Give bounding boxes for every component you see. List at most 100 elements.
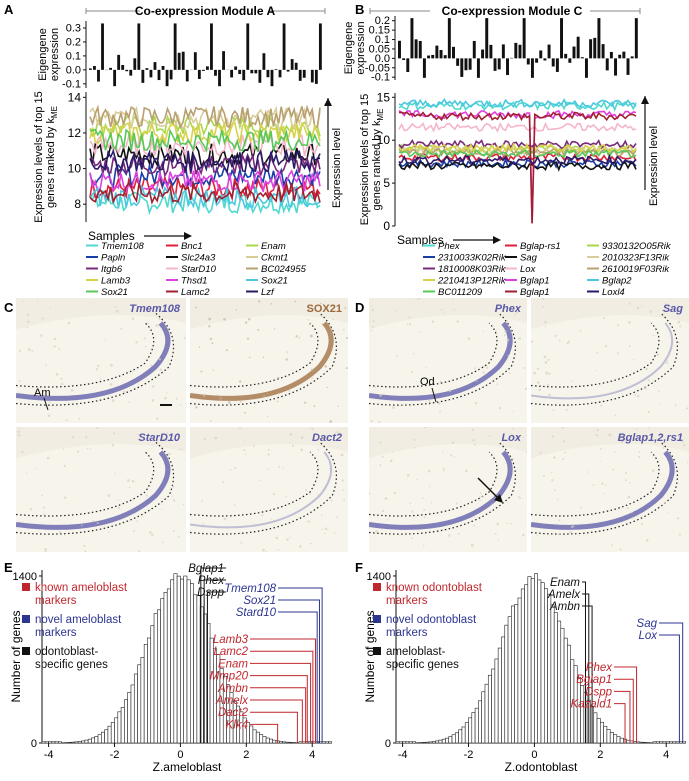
- gene-annotation: Dact2: [218, 707, 249, 719]
- eigengene-bar: [93, 65, 96, 70]
- histogram-bar: [157, 609, 161, 744]
- eigengene-bar: [282, 23, 286, 70]
- gene-annotation: Kazald1: [570, 699, 612, 711]
- eigengene-tick-label: 0.1: [66, 50, 81, 62]
- micrograph-tile: [369, 427, 527, 552]
- legend-gene-label: Sox21: [101, 287, 128, 298]
- histogram-bar: [547, 593, 552, 744]
- micrograph-label: StarD10: [138, 432, 180, 444]
- histogram-bar: [520, 588, 525, 744]
- histogram-bar: [81, 740, 86, 744]
- legend-gene-label: Bglap2: [602, 276, 632, 287]
- eigengene-bar: [539, 50, 543, 59]
- eigengene-bar: [230, 69, 234, 78]
- histogram-bar: [494, 658, 499, 744]
- histogram-bar: [468, 717, 473, 744]
- eigengene-tick-label: 0.3: [66, 22, 81, 34]
- eigengene-bar: [468, 58, 472, 70]
- expression-level-label: Expression level: [648, 126, 660, 206]
- x-tick-label: 4: [309, 749, 315, 761]
- eigengene-bar: [310, 69, 314, 83]
- eigengene-bar: [472, 40, 476, 59]
- histogram-bar: [481, 691, 486, 744]
- histogram-bar: [262, 736, 267, 744]
- eigengene-bar: [551, 58, 555, 67]
- eigengene-axis-label: Eigengeneexpression: [37, 28, 61, 81]
- eigengene-bar: [481, 49, 485, 59]
- panel-letter-d: D: [355, 300, 364, 315]
- histogram-bar: [71, 741, 76, 744]
- histogram-bar: [189, 583, 194, 744]
- expression-tick-label: 10: [377, 133, 391, 147]
- legend-gene-label: 2210413P12Rik: [437, 276, 507, 287]
- gene-annotation: Amelx: [547, 589, 581, 601]
- histogram-bar: [563, 637, 568, 744]
- gene-annotation: Sox21: [243, 595, 276, 607]
- histogram-bar: [77, 741, 82, 744]
- eigengene-bar: [197, 69, 201, 79]
- eigengene-bar: [410, 18, 414, 59]
- histogram-bar: [173, 573, 178, 744]
- histogram-bar: [603, 725, 608, 744]
- eigengene-bar: [614, 58, 618, 76]
- micrograph-label: SOX21: [307, 303, 342, 315]
- histogram-bar: [438, 739, 443, 744]
- panel-d-micrographs: Phex Sag Lox Bglap1,2,rs1 Od: [369, 298, 689, 552]
- histogram-bar: [120, 707, 125, 744]
- panel-b-legend: Phex Bglap-rs1 9330132O05Rik 2310033K02Rik S…: [423, 241, 672, 298]
- legend-gene-label: Sag: [520, 253, 538, 264]
- histogram-bar: [74, 741, 79, 744]
- legend-gene-label: Loxl4: [602, 287, 625, 298]
- x-tick-label: 4: [663, 749, 669, 761]
- expression-series-line: [398, 153, 637, 166]
- histogram-bar: [501, 636, 506, 744]
- histogram-bar: [507, 616, 512, 744]
- histogram-bar: [435, 740, 440, 744]
- expression-series-line: [398, 157, 637, 169]
- eigengene-bar: [117, 54, 121, 70]
- gene-annotation: Stard10: [236, 607, 277, 619]
- eigengene-bar: [250, 69, 254, 74]
- legend-gene-label: Sox21: [261, 276, 288, 287]
- legend-square: [373, 615, 381, 623]
- panel-letter-b: B: [355, 2, 364, 17]
- histogram-bar: [91, 737, 96, 744]
- legend-gene-label: Bglap1: [520, 287, 550, 298]
- histogram-bar: [445, 737, 450, 744]
- expression-tick-label: 8: [74, 197, 81, 211]
- gene-annotation: Ambn: [549, 601, 580, 613]
- expression-level-label: Expression level: [331, 128, 343, 208]
- eigengene-bar: [584, 58, 588, 78]
- gene-marker-line: [614, 678, 634, 743]
- micrograph-tile: [531, 298, 689, 423]
- eigengene-bar: [597, 18, 601, 59]
- eigengene-bar: [222, 51, 225, 70]
- legend-gene-label: 2310033K02Rik: [437, 253, 507, 264]
- gene-marker-line: [206, 591, 226, 743]
- panel-b-title: Co-expression Module C: [442, 4, 583, 18]
- eigengene-bar: [493, 58, 497, 71]
- histogram-bar: [176, 575, 181, 744]
- expression-series-line: [89, 104, 321, 131]
- expression-series-line: [398, 111, 637, 224]
- eigengene-bar: [218, 69, 221, 87]
- eigengene-bar: [141, 69, 145, 83]
- legend-gene-label: 9330132O05Rik: [602, 241, 672, 252]
- expression-series-line: [398, 149, 637, 160]
- legend-gene-label: Thsd1: [181, 276, 207, 287]
- histogram-bar: [124, 699, 128, 744]
- histogram-bar: [537, 579, 542, 744]
- histogram-bar: [464, 722, 469, 744]
- legend-gene-label: Papln: [101, 253, 125, 264]
- micrograph-label: Dact2: [312, 432, 342, 444]
- micrograph-tile: [369, 298, 527, 423]
- eigengene-bar: [121, 64, 125, 70]
- eigengene-bar: [157, 69, 161, 81]
- histogram-bar: [127, 692, 132, 744]
- histogram-bar: [137, 664, 142, 744]
- histogram-bar: [550, 604, 555, 744]
- gene-annotation: Bglap1: [188, 563, 224, 575]
- gene-annotation: Dspp: [585, 686, 612, 698]
- legend-gene-label: Phex: [438, 241, 461, 252]
